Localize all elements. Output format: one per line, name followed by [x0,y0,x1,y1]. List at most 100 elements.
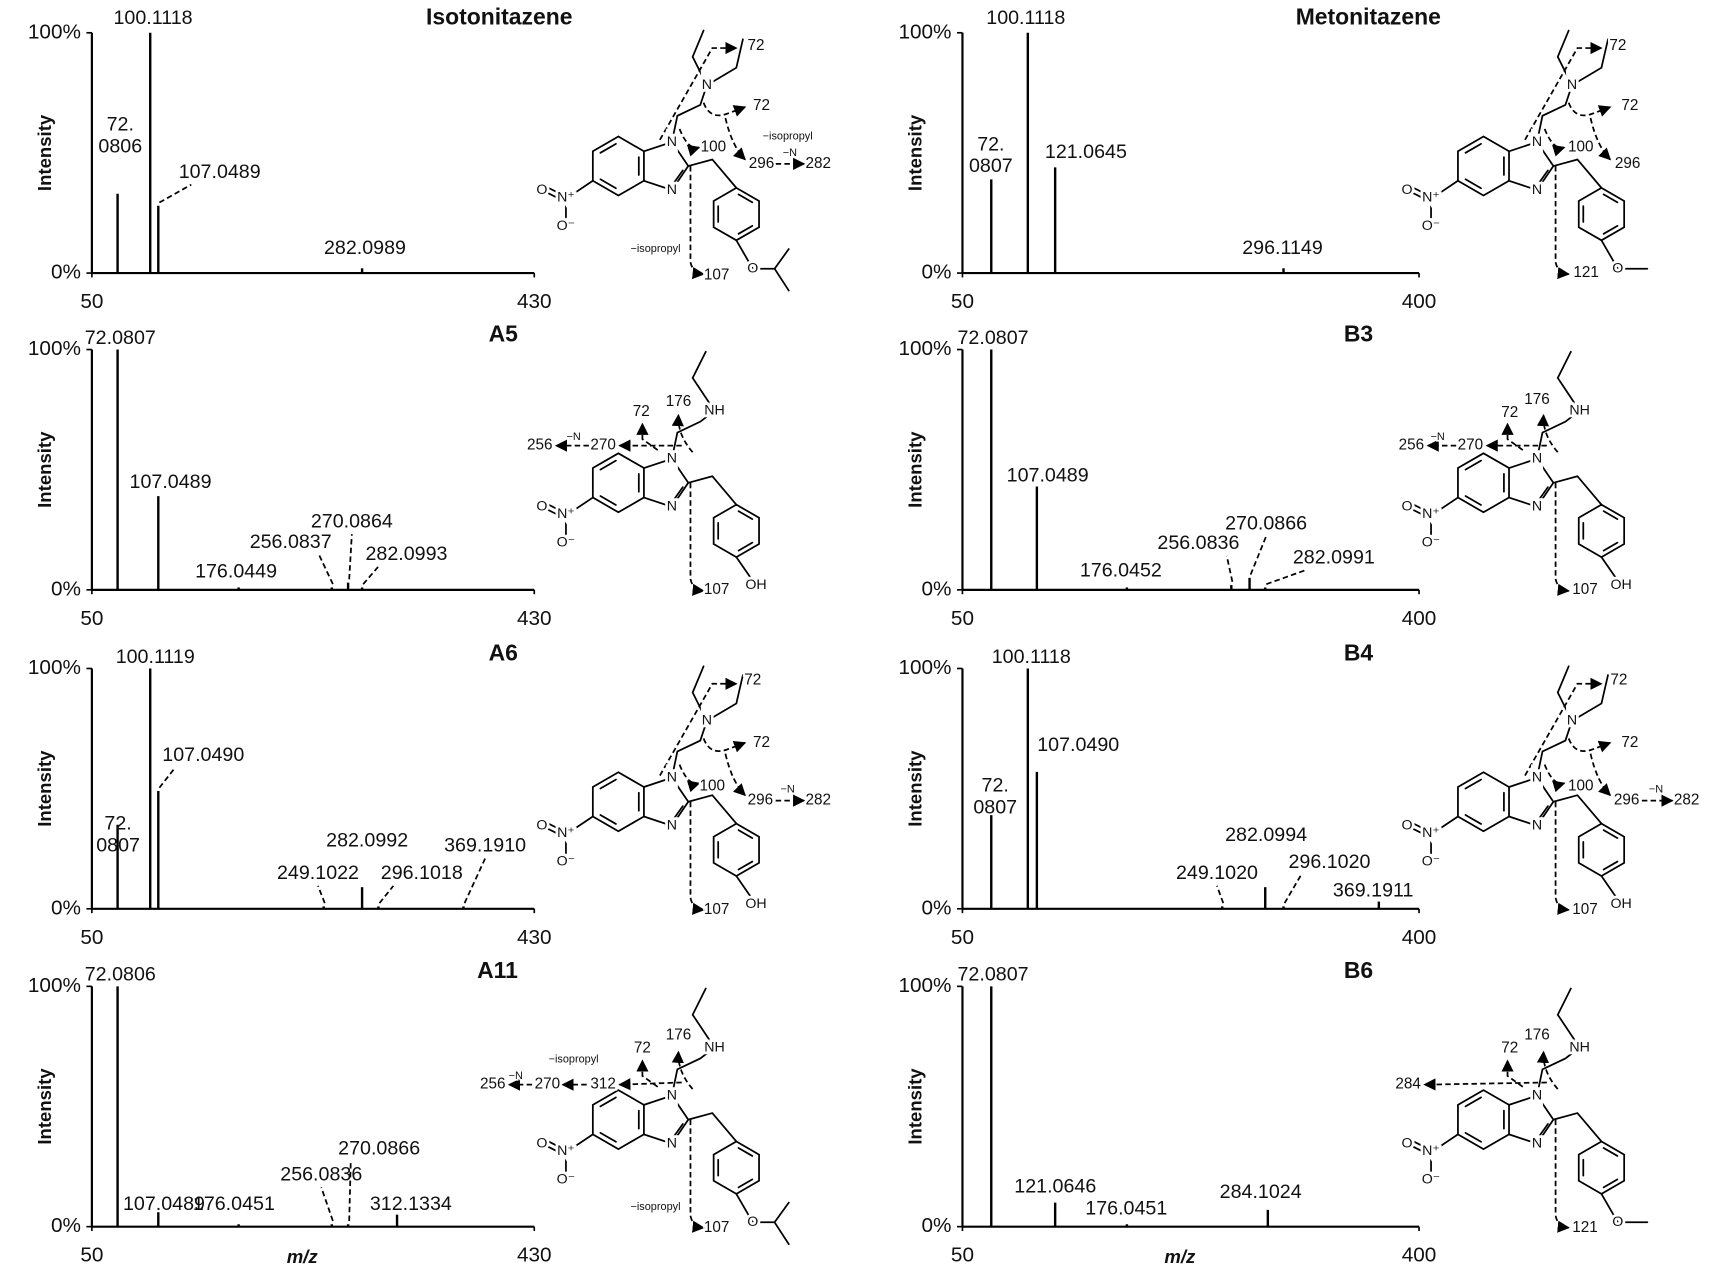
fragment-arrow [1554,166,1570,280]
bond [1436,496,1459,513]
bond [712,503,760,559]
bond [1552,475,1603,506]
y-tick-label: 0% [51,896,81,919]
fragment-arrow [636,1059,659,1088]
leader-line [317,885,326,904]
structure: O N⁺ O⁻ N N N OH 72 72 100 296 −N 282 107 [1399,665,1702,920]
fragment-label: −N [1430,431,1444,443]
fragment-arrow [1554,1119,1570,1233]
bond [735,556,757,587]
peak-label: 369.1911 [1333,880,1414,902]
x-tick-label: 50 [80,290,103,313]
bond [1436,815,1459,832]
atom-label: N⁺ [557,189,575,205]
bond [591,135,645,197]
fragment-arrow [689,166,705,280]
bond [1412,187,1426,195]
atom-label: O [1401,1135,1412,1151]
atom-label: N⁺ [1422,1143,1440,1159]
y-tick-label: 100% [28,20,81,43]
chart-title: B3 [1344,320,1373,346]
fragment-label: 282 [1674,792,1700,809]
bond [1410,191,1424,199]
fragment-arrow [1501,422,1524,451]
structure: O N⁺ O⁻ N N N O 72 72 100 296 121 [1399,29,1649,283]
atom-label: N⁺ [557,1143,575,1159]
peak-label: 72.0807 [958,327,1029,349]
bond [671,169,684,187]
bond [773,1221,790,1246]
bond [737,510,754,520]
atom-label: N [702,713,712,729]
bond [1464,778,1482,790]
bond [571,815,594,832]
structure: O N⁺ O⁻ N N NH OH 176 72 256 −N 270 107 [525,350,769,600]
bond [599,459,617,471]
atom-label: O⁻ [557,218,576,234]
x-tick-label: 50 [951,290,974,313]
atom-label: N⁺ [1422,825,1440,841]
peak-label: 256.0836 [1157,532,1239,554]
fragment-label: 176 [1524,1027,1550,1044]
fragment-arrow [1524,677,1603,776]
leader-line [318,554,334,585]
y-tick-label: 0% [51,577,81,600]
structure: O N⁺ O⁻ N N NH OH 176 72 256 −N 270 107 [1396,350,1634,600]
atom-label: OH [1610,896,1631,912]
leader-line [1283,874,1302,904]
y-tick-label: 100% [898,20,951,43]
bond [1536,169,1549,187]
peak-label: 369.1910 [444,835,526,857]
y-axis-label: Intensity [34,431,55,508]
bond [1602,829,1619,839]
bond [737,829,754,839]
fragment-label: 72 [1621,97,1638,114]
bond [1536,409,1581,460]
peak-label: 296.1020 [1288,851,1370,873]
bond [1536,486,1549,504]
atom-label: N [1532,451,1542,467]
atom-label: OH [745,896,766,912]
structure: O N⁺ O⁻ N N N OH 72 72 100 296 −N 282 107 [534,665,833,920]
bond [1602,541,1619,552]
atom-label: NH [704,1039,725,1055]
atom-label: O [536,1135,547,1151]
bond [735,239,754,270]
peak-label: 282.0994 [1225,824,1307,846]
fragment-label: 72 [1501,1040,1518,1057]
fragment-label: 72 [1501,404,1518,421]
y-tick-label: 0% [922,577,952,600]
x-tick-label: 50 [951,1244,974,1267]
bond [545,827,559,835]
bond [687,475,738,506]
bond [1600,556,1622,587]
chart-title: A11 [477,957,518,983]
atom-label: N⁺ [557,506,575,522]
y-tick-label: 100% [28,656,81,679]
fragment-label: 72 [1609,37,1626,54]
atom-label: O [747,1214,758,1230]
fragment-label: 282 [806,155,832,172]
bond [599,178,617,190]
fragment-label: 176 [666,393,692,410]
atom-label: N [667,818,677,834]
bond [1536,805,1549,823]
atom-label: N [702,77,712,93]
fragment-arrow [1536,1050,1559,1090]
bond [599,142,617,154]
peak-label: 72.0806 [98,114,142,158]
bond [691,29,708,87]
fragment-label: 72 [753,734,770,751]
y-tick-label: 100% [898,337,951,360]
bond [1410,1144,1424,1153]
bond [671,486,684,504]
bond [1464,1096,1482,1108]
fragment-label: 270 [590,437,616,454]
bond [571,1133,594,1149]
bond [1412,1140,1426,1148]
atom-label: O [747,260,758,276]
fragment-label: 270 [535,1076,561,1093]
leader-line [362,566,379,585]
bond [1577,503,1626,559]
bond [1536,84,1573,143]
